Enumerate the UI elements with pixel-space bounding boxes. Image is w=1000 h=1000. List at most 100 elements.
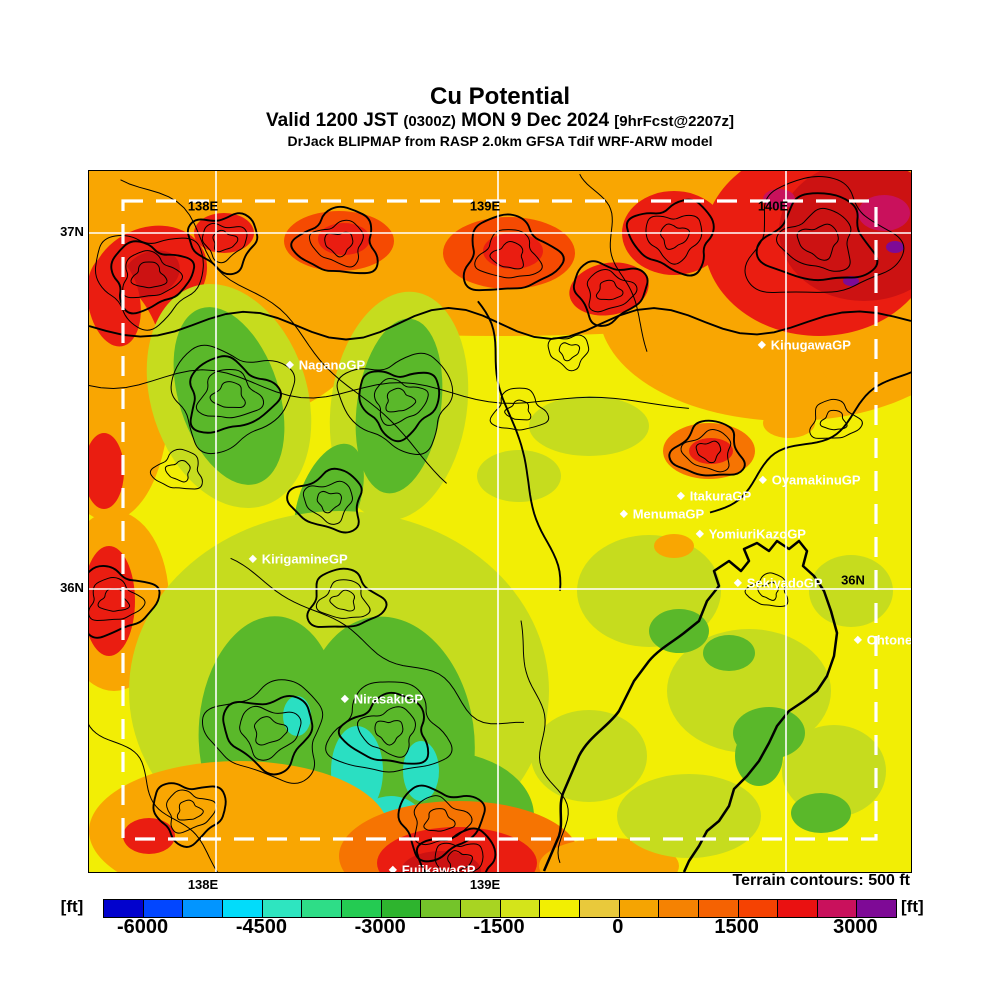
colorbar-segment	[777, 900, 817, 917]
model-line: DrJack BLIPMAP from RASP 2.0km GFSA Tdif…	[287, 133, 713, 149]
site-label: ItakuraGP	[689, 488, 752, 504]
site-marker-kinugawagp: ◆ KinugawaGP	[758, 338, 851, 353]
colorbar-tick: 0	[612, 916, 624, 938]
contour-line	[744, 572, 789, 607]
colorbar-unit-left: [ft]	[60, 897, 84, 916]
diamond-icon: ◆	[286, 359, 294, 370]
contour-line	[680, 428, 732, 473]
contour-line	[164, 459, 191, 483]
site-label: FujikawaGP	[401, 862, 476, 873]
contour-line	[558, 342, 581, 362]
contour-line	[477, 300, 562, 591]
contour-line	[373, 377, 429, 426]
contour-line	[397, 784, 486, 863]
colorbar-segment	[104, 900, 143, 917]
site-label: NaganoGP	[298, 357, 366, 373]
contour-line	[306, 567, 388, 628]
colorbar-tick: 1500	[714, 916, 759, 938]
lon-label-top: 139E	[469, 198, 501, 214]
diamond-icon: ◆	[249, 553, 257, 564]
colorbar	[103, 899, 897, 918]
contour-line	[434, 842, 484, 872]
colorbar-segment	[261, 900, 302, 917]
site-marker-menumagp: ◆ MenumaGP	[620, 507, 704, 522]
contour-line	[415, 827, 497, 872]
colorbar-unit-right: [ft]	[901, 897, 924, 916]
lat-label-right: 36N	[841, 572, 865, 588]
contour-line	[186, 212, 259, 276]
contour-line	[374, 720, 404, 746]
site-label: KirigamineGP	[261, 551, 348, 567]
site-marker-oyamakinugp: ◆ OyamakinuGP	[759, 473, 861, 488]
contour-line	[709, 371, 911, 514]
contour-line	[290, 205, 379, 275]
contour-line	[149, 448, 203, 490]
colorbar-segment	[737, 900, 778, 917]
site-label: MenumaGP	[632, 506, 705, 522]
contour-line	[579, 173, 648, 352]
site-marker-ohtonegp: ◆ OhtoneGP	[854, 632, 912, 648]
contour-line	[809, 398, 863, 439]
colorbar-segment	[459, 900, 500, 917]
contour-line	[796, 223, 839, 261]
coastline	[542, 539, 839, 872]
forecast-tag: [9hrFcst@2207z]	[614, 113, 734, 130]
lon-label-top: 138E	[187, 198, 219, 214]
contour-line	[586, 268, 638, 313]
contour-line	[668, 419, 746, 477]
site-label: KinugawaGP	[770, 337, 851, 353]
contour-line	[253, 716, 289, 746]
valid-date: MON 9 Dec 2024	[461, 110, 610, 131]
terrain-contour-plot	[89, 171, 911, 872]
colorbar-segment	[816, 900, 857, 917]
diamond-icon: ◆	[854, 634, 862, 645]
lon-label-bottom: 139E	[469, 877, 501, 892]
colorbar-segment	[301, 900, 341, 917]
lat-label-left: 37N	[60, 224, 84, 239]
diamond-icon: ◆	[620, 508, 628, 519]
diamond-icon: ◆	[734, 577, 742, 588]
contour-line	[176, 799, 204, 821]
valid-zulu: (0300Z)	[403, 113, 456, 130]
contour-line	[447, 850, 473, 872]
site-marker-fujikawagp: ◆ FujikawaGP	[389, 862, 476, 873]
contour-line	[122, 250, 183, 299]
contour-line	[315, 579, 371, 619]
plot-title: Cu Potential	[429, 83, 570, 110]
colorbar-tick: -3000	[354, 916, 406, 938]
diamond-icon: ◆	[759, 474, 767, 485]
diamond-icon: ◆	[758, 339, 766, 350]
site-marker-naganogp: ◆ NaganoGP	[286, 358, 365, 373]
contour-line	[325, 681, 453, 773]
diamond-icon: ◆	[341, 693, 349, 704]
site-label: OhtoneGP	[866, 632, 912, 648]
latlon-grid-lines	[89, 171, 911, 872]
colorbar-segment	[420, 900, 460, 917]
contour-line	[239, 705, 302, 761]
colorbar-segment	[340, 900, 381, 917]
contour-line	[329, 589, 356, 612]
colorbar-tick: -4500	[235, 916, 287, 938]
contour-line	[645, 214, 703, 265]
contour-line	[209, 381, 246, 409]
contour-line	[356, 706, 416, 758]
contour-line	[189, 355, 282, 434]
title-block: Cu Potential Valid 1200 JST (0300Z) MON …	[0, 83, 1000, 150]
contour-line	[423, 808, 456, 832]
contour-line	[166, 789, 217, 834]
contour-line	[110, 240, 196, 315]
contour-line	[202, 679, 324, 784]
site-label: NirasakiGP	[353, 691, 424, 707]
contour-line	[595, 279, 624, 301]
site-marker-sekiyadogp: ◆ SekiyadoGP	[734, 576, 823, 591]
site-marker-itakuragp: ◆ ItakuraGP	[677, 489, 751, 504]
contour-line	[520, 620, 569, 864]
site-label: OyamakinuGP	[771, 472, 861, 488]
site-label: SekiyadoGP	[746, 575, 823, 591]
colorbar-tick: -6000	[117, 916, 169, 938]
colorbar-segment	[578, 900, 619, 917]
colorbar-tick: 3000	[833, 916, 878, 938]
contour-line	[302, 480, 353, 525]
diamond-icon: ◆	[677, 490, 685, 501]
lon-label-bottom: 138E	[187, 877, 219, 892]
